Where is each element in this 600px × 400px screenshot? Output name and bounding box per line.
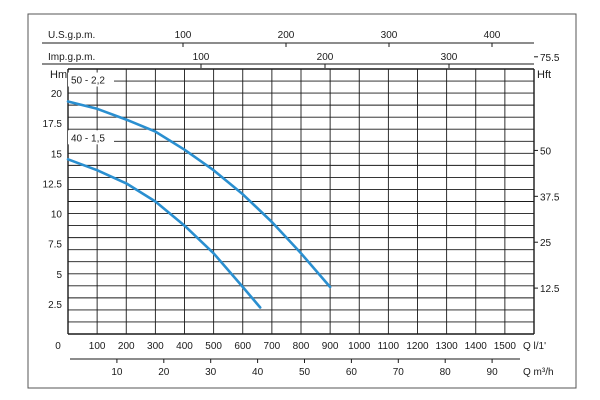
left-tick-label: 7.5 bbox=[48, 240, 62, 251]
right-tick-label: 12.5 bbox=[540, 284, 560, 295]
right-tick-label: 75.5 bbox=[540, 53, 560, 64]
lpm-tick-label: 1400 bbox=[465, 341, 488, 352]
lpm-tick-label: 100 bbox=[89, 341, 106, 352]
lpm-tick-label: 200 bbox=[118, 341, 135, 352]
series-line-2 bbox=[66, 158, 262, 309]
left-tick-label: 12.5 bbox=[43, 179, 63, 190]
lpm-tick-label: 500 bbox=[205, 341, 222, 352]
lpm-tick-label: 0 bbox=[55, 341, 61, 352]
usgpm-tick-label: 300 bbox=[381, 30, 398, 41]
series-line-1 bbox=[66, 100, 332, 289]
m3h-tick-label: 80 bbox=[440, 367, 452, 378]
lpm-tick-label: 700 bbox=[264, 341, 281, 352]
top-axis-usgpm-label: U.S.g.p.m. bbox=[48, 30, 95, 41]
bottom-axis-lpm-label: Q l/1' bbox=[523, 341, 546, 352]
m3h-tick-label: 30 bbox=[205, 367, 217, 378]
usgpm-tick-label: 100 bbox=[175, 30, 192, 41]
right-tick-label: 25 bbox=[540, 238, 552, 249]
grid bbox=[67, 68, 535, 335]
left-axis-label: Hm bbox=[50, 69, 67, 81]
series-label-bg bbox=[68, 72, 114, 87]
left-tick-label: 20 bbox=[51, 89, 63, 100]
right-tick-label: 50 bbox=[540, 146, 552, 157]
top-axis-impgpm-label: Imp.g.p.m. bbox=[48, 52, 95, 63]
impgpm-tick-label: 200 bbox=[317, 52, 334, 63]
m3h-tick-label: 70 bbox=[393, 367, 405, 378]
chart-frame bbox=[27, 13, 577, 389]
right-axis-ticks: 12.5 25 37.5 50 75.5 bbox=[534, 53, 560, 295]
lpm-tick-label: 1500 bbox=[494, 341, 517, 352]
left-tick-label: 5 bbox=[56, 270, 62, 281]
left-tick-label: 17.5 bbox=[43, 119, 63, 130]
top-axis-usgpm-ticks: 100 200 300 400 bbox=[175, 30, 501, 47]
lpm-tick-label: 1100 bbox=[378, 341, 400, 352]
lpm-tick-label: 1300 bbox=[436, 341, 459, 352]
left-tick-label: 15 bbox=[51, 149, 63, 160]
lpm-tick-label: 1000 bbox=[348, 341, 371, 352]
top-axis-impgpm-ticks: 100 200 300 bbox=[193, 52, 458, 68]
bottom-axis-m3h-ticks: 10 20 30 40 50 60 70 80 90 bbox=[111, 359, 498, 378]
lpm-tick-label: 800 bbox=[293, 341, 310, 352]
series-group: 50 - 2,2 40 - 1,5 bbox=[66, 72, 332, 309]
left-axis-ticks: 2.5 5 7.5 10 12.5 15 17.5 20 bbox=[43, 89, 63, 311]
m3h-tick-label: 50 bbox=[299, 367, 311, 378]
m3h-tick-label: 40 bbox=[252, 367, 264, 378]
impgpm-tick-label: 300 bbox=[441, 52, 458, 63]
series-label-1: 50 - 2,2 bbox=[71, 76, 105, 87]
bottom-axis-m3h-label: Q m³/h bbox=[523, 367, 554, 378]
m3h-tick-label: 60 bbox=[346, 367, 358, 378]
lpm-tick-label: 400 bbox=[176, 341, 193, 352]
series-label-bg bbox=[68, 130, 114, 145]
lpm-tick-label: 600 bbox=[234, 341, 251, 352]
lpm-tick-label: 900 bbox=[322, 341, 339, 352]
lpm-tick-label: 300 bbox=[147, 341, 164, 352]
usgpm-tick-label: 400 bbox=[484, 30, 501, 41]
left-tick-label: 10 bbox=[51, 210, 63, 221]
usgpm-tick-label: 200 bbox=[278, 30, 295, 41]
series-label-2: 40 - 1,5 bbox=[71, 133, 105, 144]
m3h-tick-label: 90 bbox=[487, 367, 499, 378]
impgpm-tick-label: 100 bbox=[193, 52, 210, 63]
left-tick-label: 2.5 bbox=[48, 300, 62, 311]
m3h-tick-label: 10 bbox=[111, 367, 123, 378]
right-tick-label: 37.5 bbox=[540, 192, 560, 203]
lpm-tick-label: 1200 bbox=[406, 341, 429, 352]
right-axis-label: Hft bbox=[537, 69, 551, 81]
m3h-tick-label: 20 bbox=[158, 367, 170, 378]
bottom-axis-lpm-ticks: 0 100 200 300 400 500 600 700 800 900 1000 1100 1200… bbox=[55, 341, 516, 352]
